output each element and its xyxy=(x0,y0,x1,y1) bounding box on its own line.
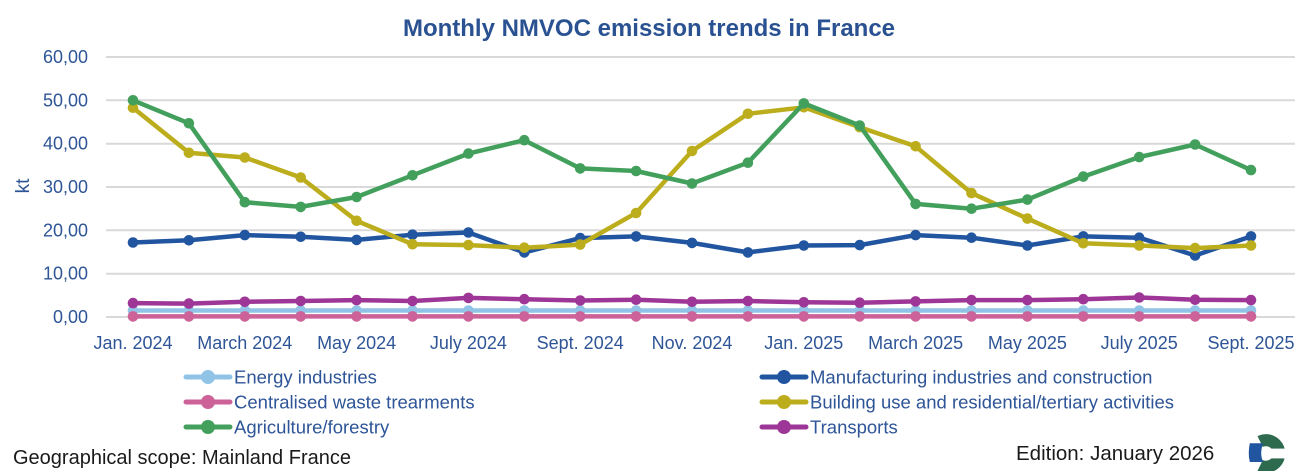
svg-text:20,00: 20,00 xyxy=(43,220,88,240)
svg-text:Sept. 2025: Sept. 2025 xyxy=(1207,333,1294,353)
svg-text:March 2025: March 2025 xyxy=(868,333,963,353)
svg-text:0,00: 0,00 xyxy=(53,307,88,327)
svg-text:Monthly NMVOC emission trends: Monthly NMVOC emission trends in France xyxy=(403,15,895,42)
svg-text:May 2025: May 2025 xyxy=(988,333,1067,353)
svg-text:60,00: 60,00 xyxy=(43,47,88,67)
svg-text:Sept. 2024: Sept. 2024 xyxy=(537,333,624,353)
svg-text:50,00: 50,00 xyxy=(43,90,88,110)
svg-text:March 2024: March 2024 xyxy=(197,333,292,353)
svg-text:Jan. 2024: Jan. 2024 xyxy=(93,333,172,353)
svg-text:Jan. 2025: Jan. 2025 xyxy=(764,333,843,353)
svg-text:Centralised waste trearments: Centralised waste trearments xyxy=(234,392,475,413)
svg-text:July 2024: July 2024 xyxy=(430,333,507,353)
svg-text:Geographical scope: Mainland F: Geographical scope: Mainland France xyxy=(13,447,351,469)
svg-text:kt: kt xyxy=(13,178,34,194)
svg-text:Transports: Transports xyxy=(810,417,898,438)
svg-text:Energy industries: Energy industries xyxy=(234,367,377,388)
svg-text:May 2024: May 2024 xyxy=(317,333,396,353)
svg-text:Manufacturing industries and c: Manufacturing industries and constructio… xyxy=(810,367,1152,388)
svg-text:10,00: 10,00 xyxy=(43,264,88,284)
svg-text:Edition: January 2026: Edition: January 2026 xyxy=(1016,442,1214,465)
svg-text:40,00: 40,00 xyxy=(43,134,88,154)
svg-text:Agriculture/forestry: Agriculture/forestry xyxy=(234,417,390,438)
svg-text:July 2025: July 2025 xyxy=(1101,333,1178,353)
svg-text:Nov. 2024: Nov. 2024 xyxy=(652,333,733,353)
svg-text:Building use and residential/t: Building use and residential/tertiary ac… xyxy=(810,392,1174,413)
svg-text:30,00: 30,00 xyxy=(43,177,88,197)
